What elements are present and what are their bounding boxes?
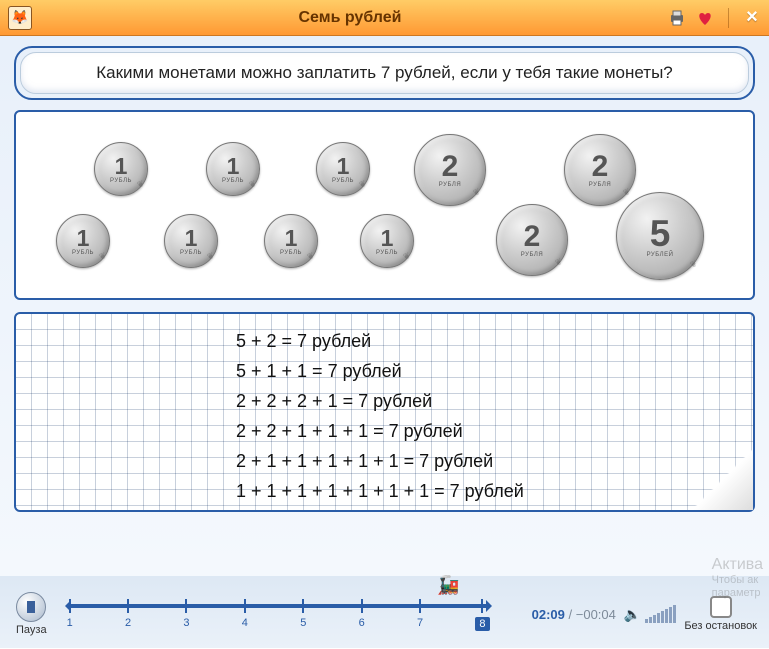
timeline[interactable]: 12345678 🚂 (67, 589, 530, 639)
coin-1rub[interactable]: 1РУБЛЬ❦ (316, 142, 370, 196)
coin-2rub[interactable]: 2РУБЛЯ❦ (414, 134, 486, 206)
answer-line: 2 + 2 + 2 + 1 = 7 рублей (236, 386, 753, 416)
coins-panel: 1РУБЛЬ❦1РУБЛЬ❦1РУБЛЬ❦2РУБЛЯ❦2РУБЛЯ❦1РУБЛ… (14, 110, 755, 300)
coin-5rub[interactable]: 5РУБЛЕЙ❦ (616, 192, 704, 280)
pause-button[interactable] (16, 592, 46, 622)
timeline-tick[interactable]: 2 (125, 599, 131, 631)
time-display: 02:09 / −00:04 (532, 607, 616, 622)
coin-1rub[interactable]: 1РУБЛЬ❦ (264, 214, 318, 268)
answers-grid: 5 + 2 = 7 рублей5 + 1 + 1 = 7 рублей2 + … (14, 312, 755, 512)
time-remaining: −00:04 (576, 607, 616, 622)
time-elapsed: 02:09 (532, 607, 565, 622)
question-frame: Какими монетами можно заплатить 7 рублей… (14, 46, 755, 100)
player-footer: Пауза 1 2 3 4 5 6 7 8 🚂 02:09 / −00:04 🔈 Без ос… (0, 576, 769, 648)
answer-line: 5 + 2 = 7 рублей (236, 326, 753, 356)
coin-1rub[interactable]: 1РУБЛЬ❦ (164, 214, 218, 268)
page-curl-icon (693, 450, 753, 510)
app-logo-icon: 🦊 (8, 6, 32, 30)
coin-1rub[interactable]: 1РУБЛЬ❦ (56, 214, 110, 268)
timeline-tick[interactable]: 3 (183, 599, 189, 631)
train-icon: 🚂 (437, 575, 459, 596)
answer-line: 2 + 1 + 1 + 1 + 1 + 1 = 7 рублей (236, 446, 753, 476)
speaker-icon: 🔈 (624, 606, 641, 623)
title-bar: 🦊 Семь рублей × (0, 0, 769, 36)
answer-line: 2 + 2 + 1 + 1 + 1 = 7 рублей (236, 416, 753, 446)
timeline-tick[interactable]: 6 (359, 599, 365, 631)
coin-1rub[interactable]: 1РУБЛЬ❦ (360, 214, 414, 268)
nonstop-label: Без остановок (684, 620, 757, 632)
timeline-tick[interactable]: 8 (475, 599, 489, 631)
timeline-tick[interactable]: 7 (417, 599, 423, 631)
nonstop-button[interactable] (710, 596, 732, 618)
heart-icon[interactable] (696, 9, 714, 27)
window-title: Семь рублей (32, 9, 668, 27)
timeline-tick[interactable]: 1 (67, 599, 73, 631)
answer-line: 1 + 1 + 1 + 1 + 1 + 1 + 1 = 7 рублей (236, 476, 753, 506)
coin-1rub[interactable]: 1РУБЛЬ❦ (94, 142, 148, 196)
timeline-tick[interactable]: 4 (242, 599, 248, 631)
separator (728, 8, 729, 28)
timeline-tick[interactable]: 5 (300, 599, 306, 631)
coin-1rub[interactable]: 1РУБЛЬ❦ (206, 142, 260, 196)
answer-line: 5 + 1 + 1 = 7 рублей (236, 356, 753, 386)
coin-2rub[interactable]: 2РУБЛЯ❦ (496, 204, 568, 276)
volume-control[interactable]: 🔈 (624, 605, 676, 623)
close-icon[interactable]: × (743, 9, 761, 27)
question-text: Какими монетами можно заплатить 7 рублей… (20, 52, 749, 94)
coin-2rub[interactable]: 2РУБЛЯ❦ (564, 134, 636, 206)
content-area: Какими монетами можно заплатить 7 рублей… (0, 36, 769, 576)
print-icon[interactable] (668, 9, 686, 27)
pause-label: Пауза (16, 624, 47, 636)
